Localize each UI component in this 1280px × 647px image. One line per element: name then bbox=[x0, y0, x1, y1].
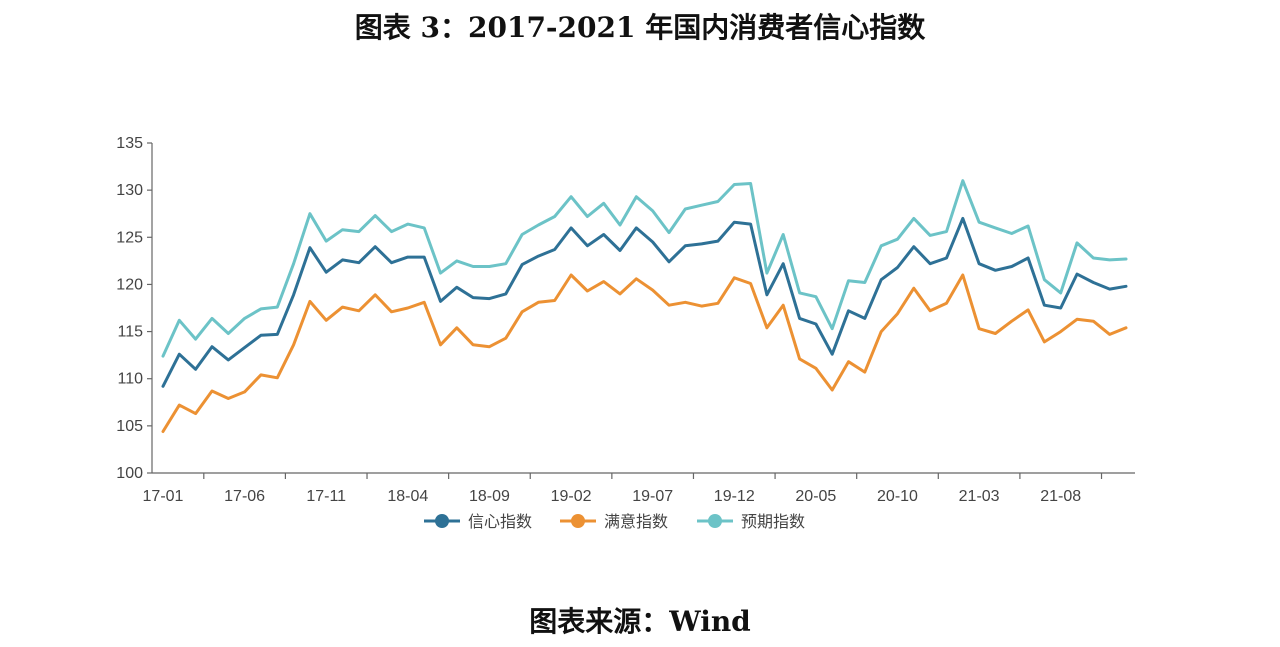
x-tick-label: 17-06 bbox=[224, 488, 265, 505]
series-line-3 bbox=[161, 179, 1128, 358]
legend-marker-1 bbox=[435, 514, 449, 528]
series-line-2 bbox=[161, 273, 1128, 433]
y-axis: 100 105 110 115 120 125 130 135 bbox=[116, 135, 153, 482]
y-tick-label: 105 bbox=[116, 418, 143, 435]
legend-label-3: 预期指数 bbox=[741, 512, 805, 531]
x-tick-label: 19-12 bbox=[714, 488, 755, 505]
figure-title: 图表 3：2017-2021 年国内消费者信心指数 bbox=[354, 11, 926, 44]
y-tick-label: 110 bbox=[117, 371, 143, 388]
x-tick-label: 18-04 bbox=[387, 488, 428, 505]
series-line-1 bbox=[161, 216, 1128, 388]
x-tick-label: 19-07 bbox=[632, 488, 673, 505]
x-tick-label: 21-08 bbox=[1040, 488, 1081, 505]
x-tick-label: 17-11 bbox=[306, 488, 346, 505]
x-tick-label: 19-02 bbox=[551, 488, 592, 505]
x-axis: 17-01 17-06 17-11 18-04 18-09 19-02 19-07 19-12… bbox=[143, 472, 1135, 505]
series-lines bbox=[161, 179, 1128, 433]
legend: 信心指数 满意指数 预期指数 bbox=[424, 512, 805, 531]
legend-marker-3 bbox=[708, 514, 722, 528]
x-tick-label: 20-05 bbox=[795, 488, 836, 505]
y-tick-label: 135 bbox=[116, 135, 143, 152]
x-tick-label: 17-01 bbox=[143, 488, 184, 505]
y-tick-label: 130 bbox=[116, 182, 143, 199]
legend-label-1: 信心指数 bbox=[468, 512, 532, 531]
y-tick-label: 100 bbox=[116, 465, 143, 482]
y-tick-label: 115 bbox=[117, 324, 143, 341]
y-tick-label: 125 bbox=[116, 229, 143, 246]
source-note: 图表来源：Wind bbox=[529, 605, 751, 638]
y-tick-label: 120 bbox=[116, 276, 143, 293]
x-tick-label: 18-09 bbox=[469, 488, 510, 505]
legend-marker-2 bbox=[571, 514, 585, 528]
legend-label-2: 满意指数 bbox=[604, 512, 668, 531]
x-tick-label: 20-10 bbox=[877, 488, 918, 505]
x-tick-label: 21-03 bbox=[959, 488, 1000, 505]
